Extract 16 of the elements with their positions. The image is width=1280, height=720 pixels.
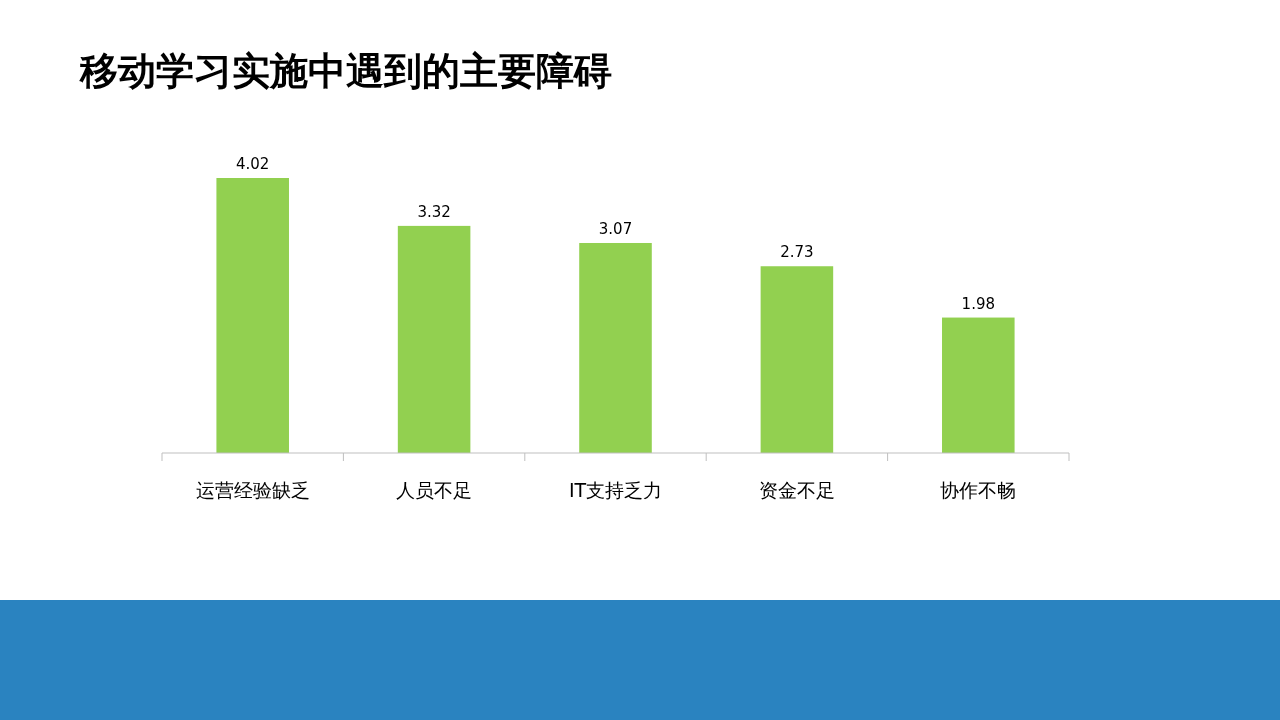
data-label: 1.98 xyxy=(961,294,995,313)
x-tick-label: 运营经验缺乏 xyxy=(195,479,310,501)
data-label: 4.02 xyxy=(236,155,270,173)
x-tick-label: 协作不畅 xyxy=(940,479,1017,501)
chart-title: 移动学习实施中遇到的主要障碍 xyxy=(79,49,612,93)
x-tick-label: IT支持乏力 xyxy=(568,479,663,501)
x-tick-label: 资金不足 xyxy=(758,479,835,501)
data-label: 3.07 xyxy=(598,219,633,238)
bar xyxy=(579,242,652,453)
bar xyxy=(942,317,1015,453)
bar xyxy=(760,266,834,453)
x-tick-label: 人员不足 xyxy=(396,479,473,501)
bar xyxy=(216,178,289,453)
data-label: 2.73 xyxy=(780,243,814,262)
data-label: 3.32 xyxy=(417,202,451,221)
bar xyxy=(397,225,471,453)
